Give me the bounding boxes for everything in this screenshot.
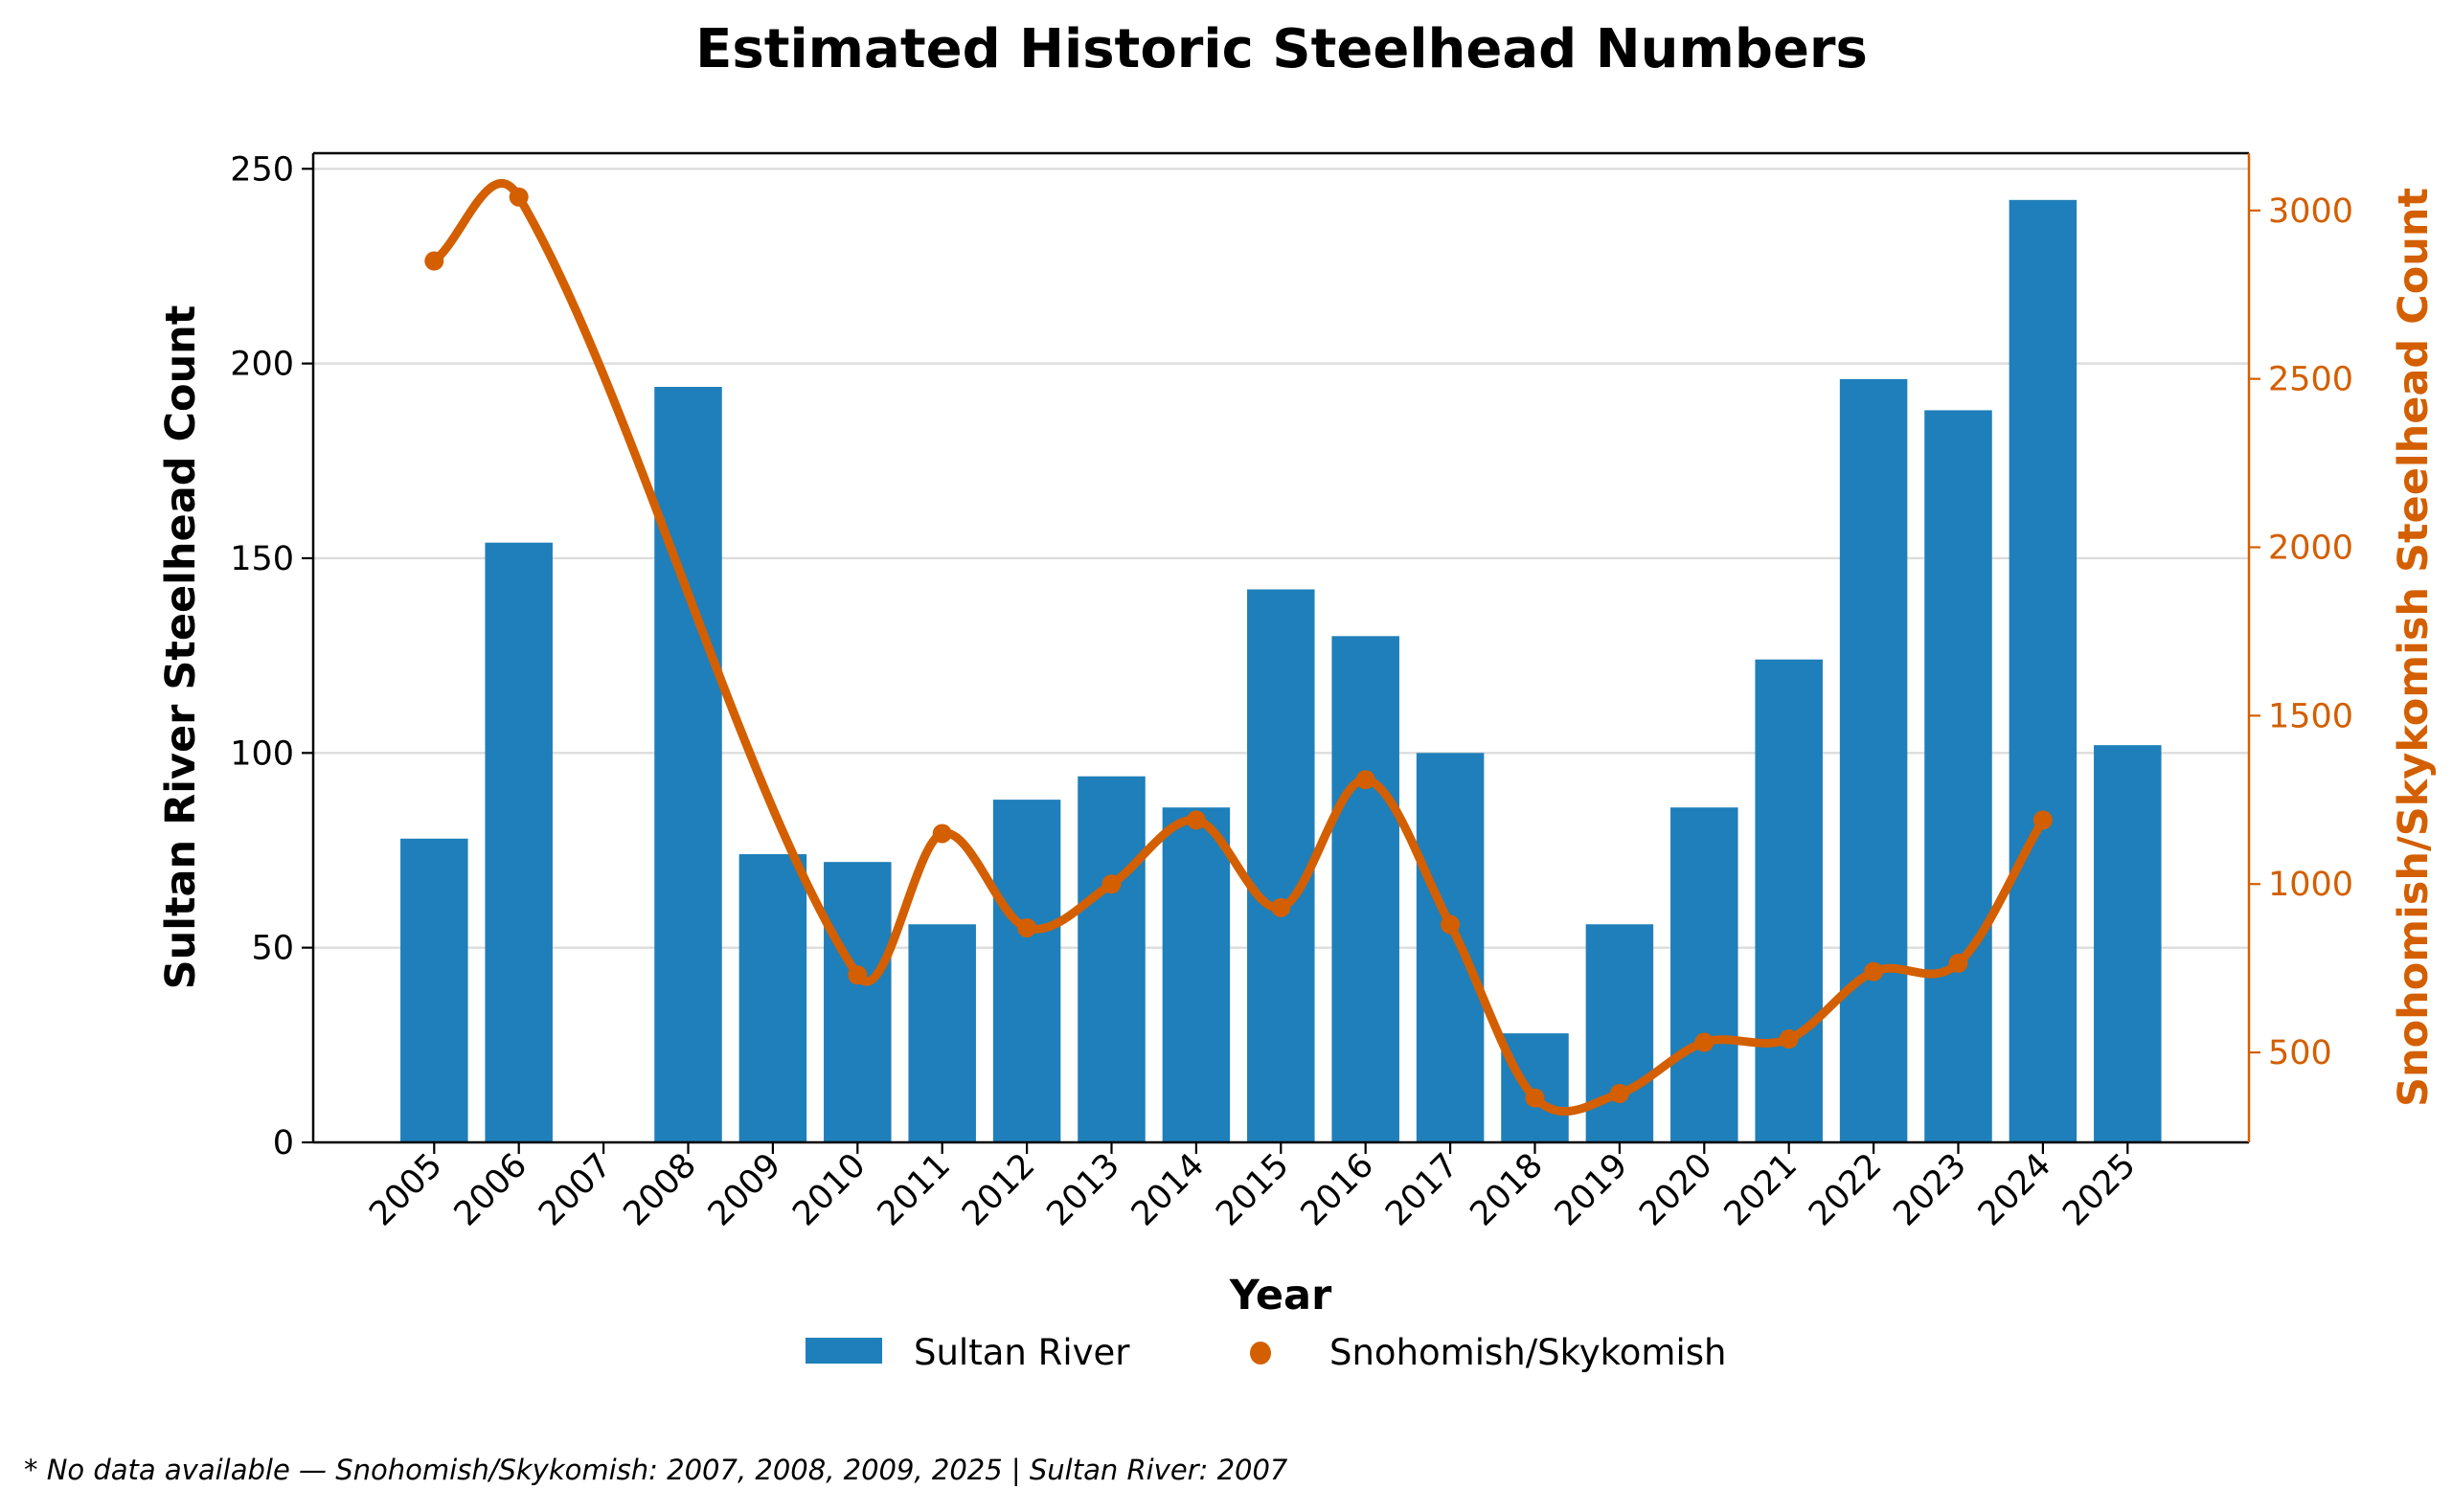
line-series-snohomish-skykomish	[424, 179, 2053, 1117]
y-right-tick-label: 500	[2268, 1034, 2332, 1072]
point-snohomish-skykomish-2012	[1017, 917, 1037, 937]
chart-title: Estimated Historic Steelhead Numbers	[695, 18, 1868, 80]
bar-sultan-river-2016	[1331, 636, 1399, 1142]
bar-series-sultan-river	[400, 199, 2162, 1142]
bar-sultan-river-2010	[824, 862, 892, 1142]
point-snohomish-skykomish-2010	[848, 965, 868, 985]
x-axis-label: Year	[1229, 1272, 1332, 1320]
y-left-tick-label: 50	[251, 930, 294, 968]
y-left-tick-label: 250	[230, 150, 294, 189]
point-snohomish-skykomish-2022	[1864, 961, 1884, 982]
bar-sultan-river-2017	[1416, 753, 1485, 1142]
bar-sultan-river-2019	[1585, 924, 1654, 1142]
point-snohomish-skykomish-2021	[1779, 1029, 1799, 1049]
legend-label-sultan-river: Sultan River	[914, 1332, 1130, 1373]
y-right-tick-label: 1500	[2268, 697, 2353, 735]
bar-sultan-river-2021	[1755, 659, 1823, 1142]
point-snohomish-skykomish-2005	[424, 251, 444, 271]
point-snohomish-skykomish-2018	[1525, 1088, 1545, 1108]
y-left-tick-label: 150	[230, 540, 294, 578]
y-axis-left-label: Sultan River Steelhead Count	[157, 305, 205, 990]
point-snohomish-skykomish-2014	[1186, 810, 1206, 830]
bar-sultan-river-2006	[485, 542, 553, 1142]
bar-sultan-river-2012	[992, 800, 1061, 1142]
bar-sultan-river-2018	[1501, 1033, 1569, 1142]
point-snohomish-skykomish-2017	[1441, 914, 1461, 935]
point-snohomish-skykomish-2020	[1694, 1032, 1714, 1052]
point-snohomish-skykomish-2011	[932, 824, 952, 844]
bar-sultan-river-2011	[908, 924, 976, 1142]
y-left-tick-label: 0	[273, 1124, 294, 1162]
footnote: * No data available — Snohomish/Skykomis…	[24, 1454, 1288, 1486]
bar-sultan-river-2009	[738, 854, 807, 1142]
bar-sultan-river-2025	[2094, 745, 2162, 1142]
bar-sultan-river-2022	[1839, 378, 1908, 1142]
bar-sultan-river-2023	[1924, 410, 1992, 1142]
y-right-tick-label: 2000	[2268, 530, 2353, 568]
point-snohomish-skykomish-2006	[509, 187, 529, 207]
point-snohomish-skykomish-2023	[1948, 953, 1968, 973]
y-right-tick-label: 2500	[2268, 361, 2353, 399]
y-axis-right-label: Snohomish/Skykomish Steelhead Count	[2390, 188, 2438, 1107]
y-left-tick-label: 200	[230, 346, 294, 384]
y-left-tick-label: 100	[230, 734, 294, 773]
bar-sultan-river-2015	[1247, 589, 1315, 1142]
legend-label-snohomish-skykomish: Snohomish/Skykomish	[1329, 1332, 1726, 1373]
legend-swatch-snohomish-skykomish	[1250, 1342, 1271, 1365]
y-right-tick-label: 3000	[2268, 192, 2353, 231]
bar-sultan-river-2013	[1078, 776, 1146, 1142]
bar-sultan-river-2005	[400, 838, 468, 1142]
bar-sultan-river-2014	[1162, 807, 1231, 1142]
y-right-tick-label: 1000	[2268, 866, 2353, 904]
legend: Sultan River Snohomish/Skykomish	[806, 1332, 1726, 1373]
bar-sultan-river-2024	[2009, 199, 2077, 1142]
point-snohomish-skykomish-2015	[1271, 897, 1291, 917]
bar-sultan-river-2008	[654, 387, 722, 1142]
legend-swatch-sultan-river	[806, 1338, 882, 1364]
point-snohomish-skykomish-2013	[1101, 874, 1122, 894]
point-snohomish-skykomish-2016	[1355, 770, 1375, 790]
bar-sultan-river-2020	[1670, 807, 1738, 1142]
y-axis-left-ticks: 0 50 100 150 200 250	[230, 150, 313, 1162]
y-axis-right-ticks: 500 1000 1500 2000 2500 3000	[2249, 192, 2353, 1072]
point-snohomish-skykomish-2019	[1609, 1084, 1629, 1104]
point-snohomish-skykomish-2024	[2032, 810, 2053, 830]
